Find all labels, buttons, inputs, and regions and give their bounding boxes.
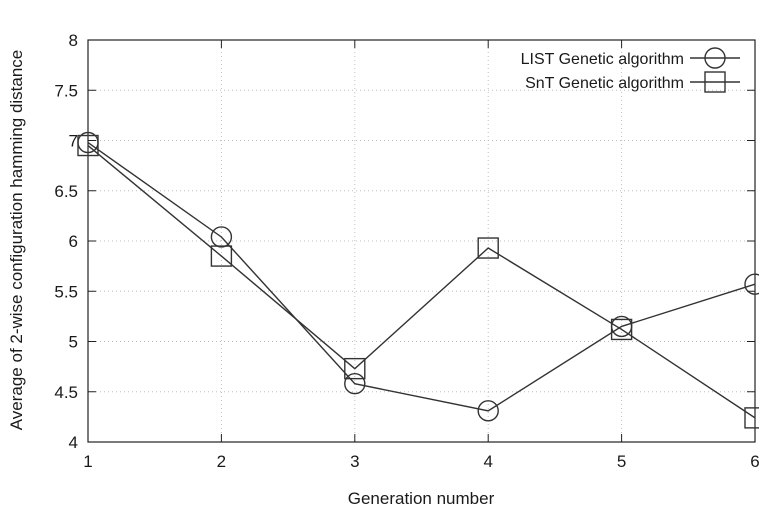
data-point-list: [210, 226, 233, 248]
data-point-snt: [744, 407, 759, 429]
y-tick-label: 4: [69, 433, 78, 452]
plot-frame: [87, 39, 756, 443]
axes: [87, 39, 756, 443]
data-point-snt: [344, 357, 366, 380]
y-tick-label: 5: [69, 333, 78, 352]
tick-labels: 4 4.5 5 5.5 6 6.5 7 7.5 8 1 2 3 4 5 6: [54, 31, 759, 471]
y-tick-label: 4.5: [54, 383, 78, 402]
data-point-snt: [477, 237, 499, 259]
series-line-snt: [87, 144, 756, 419]
y-tick-label: 5.5: [54, 282, 78, 301]
series-lines: [77, 131, 759, 429]
series-line-list: [87, 141, 756, 412]
data-point-snt: [610, 318, 633, 341]
y-tick-label: 8: [69, 31, 78, 50]
data-point-snt: [210, 245, 233, 267]
x-tick-label: 3: [350, 452, 359, 471]
legend-label-snt: SnT Genetic algorithm: [525, 75, 684, 92]
legend-marker-snt: [704, 71, 726, 93]
legend-label-list: LIST Genetic algorithm: [521, 51, 684, 68]
y-axis-label: Average of 2-wise configuration hamming …: [7, 50, 26, 431]
x-tick-label: 2: [217, 452, 226, 471]
grid-lines: [88, 40, 755, 442]
y-tick-label: 7.5: [54, 81, 78, 100]
y-tick-label: 6: [69, 232, 78, 251]
x-tick-label: 4: [483, 452, 492, 471]
legend: LIST Genetic algorithm SnT Genetic algori…: [521, 47, 740, 93]
y-tick-label: 7: [69, 132, 78, 151]
x-axis-label: Generation number: [348, 489, 495, 508]
legend-marker-list: [704, 47, 726, 69]
x-tick-label: 5: [617, 452, 626, 471]
x-tick-label: 1: [83, 452, 92, 471]
data-point-list: [744, 273, 759, 295]
x-tick-label: 6: [750, 452, 759, 471]
data-point-list: [344, 373, 366, 395]
y-tick-label: 6.5: [54, 182, 78, 201]
data-point-snt: [77, 134, 99, 157]
data-point-list: [477, 400, 499, 422]
